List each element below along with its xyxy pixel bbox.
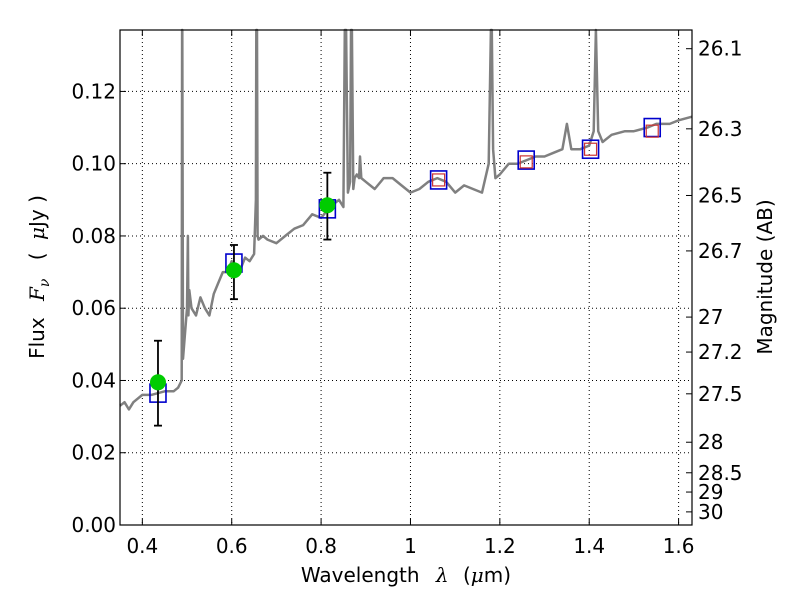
plot-frame [119, 29, 693, 526]
x-tick-label: 0.8 [305, 534, 337, 558]
plot-area [119, 28, 693, 427]
model-square-blue [517, 150, 536, 170]
y2-tick-label: 27.5 [698, 382, 743, 406]
observed-point [319, 197, 336, 214]
y-axis-label: Flux Fν ( μJy ) [25, 195, 54, 359]
y2-tick-label: 30 [698, 500, 723, 524]
y2-tick-label: 29 [698, 480, 723, 504]
y2-tick-label: 26.3 [698, 117, 743, 141]
y2-axis-label: Magnitude (AB) [753, 199, 777, 354]
y-tick-label: 0.00 [71, 513, 116, 537]
y-tick-label: 0.04 [71, 368, 116, 392]
model-square-red [583, 142, 598, 156]
observed-point [225, 262, 242, 279]
y2-tick-label: 28 [698, 430, 723, 454]
x-tick-label: 1 [404, 534, 417, 558]
y-tick-label: 0.02 [71, 441, 116, 465]
y2-tick-label: 28.5 [698, 461, 743, 485]
spectrum-line [119, 28, 693, 411]
y-tick-label: 0.08 [71, 224, 116, 248]
model-square-red [645, 124, 659, 138]
y-tick-label: 0.12 [71, 79, 116, 103]
y2-tick-label: 26.7 [698, 239, 743, 263]
x-tick-label: 0.4 [126, 534, 158, 558]
x-tick-label: 1.2 [484, 534, 516, 558]
x-tick-label: 0.6 [216, 534, 248, 558]
tick-layer: 0.4 0.6 0.8 1 1.2 1.4 1.6 0.00 0.02 0.04 0.06 0.08 0… [71, 30, 743, 558]
model-square-red [432, 173, 446, 187]
y2-tick-label: 27.2 [698, 340, 743, 364]
model-square-red [519, 155, 533, 169]
y-tick-label: 0.06 [71, 296, 116, 320]
observed-point [149, 374, 166, 391]
model-square-blue [429, 170, 448, 190]
model-square-blue [581, 139, 600, 160]
model-square-blue [643, 117, 662, 138]
y2-tick-label: 26.1 [698, 37, 743, 61]
x-tick-label: 1.6 [663, 534, 695, 558]
x-tick-label: 1.4 [573, 534, 605, 558]
y2-tick-label: 26.5 [698, 183, 743, 207]
y2-tick-label: 27 [698, 305, 723, 329]
x-axis-label: Wavelength λ (μm) [301, 563, 511, 587]
y-tick-label: 0.10 [71, 152, 116, 176]
